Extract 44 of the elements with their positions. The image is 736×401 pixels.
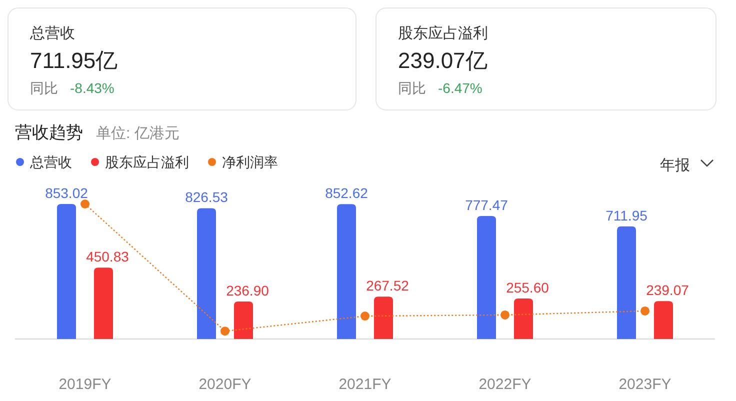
data-label: 450.83 <box>86 248 130 265</box>
point <box>360 312 370 321</box>
data-label: 236.90 <box>226 282 270 299</box>
data-label: 711.95 <box>606 207 648 224</box>
bar <box>374 296 393 339</box>
legend-label: 股东应占溢利 <box>105 154 189 170</box>
data-label: 777.47 <box>465 196 508 213</box>
bar <box>94 268 113 339</box>
x-tick-label: 2020FY <box>198 376 252 393</box>
x-tick-label: 2021FY <box>338 376 392 393</box>
text: -6.47% <box>438 80 482 96</box>
text: 总营收 <box>29 25 75 42</box>
data-label: 826.53 <box>185 189 228 206</box>
x-tick-label: 2023FY <box>618 376 672 393</box>
data-label: 853.02 <box>45 185 88 201</box>
text: 同比 <box>398 80 426 96</box>
bar <box>337 204 356 339</box>
data-label: 852.62 <box>325 185 368 202</box>
bar <box>477 216 496 339</box>
data-label: 239.07 <box>646 282 690 298</box>
data-label: 255.60 <box>506 280 550 296</box>
x-tick-label: 2022FY <box>478 376 532 393</box>
bar <box>617 226 636 339</box>
bar <box>654 301 673 339</box>
text: -8.43% <box>70 80 114 96</box>
point <box>640 306 650 316</box>
text: 711.95亿 <box>30 48 118 73</box>
text: 股东应占溢利 <box>398 25 488 42</box>
point <box>80 200 90 209</box>
bar <box>234 302 253 339</box>
chart-subtitle: 单位: 亿港元 <box>96 125 180 142</box>
text: 年报 <box>660 157 690 174</box>
bar <box>514 298 533 339</box>
legend-label: 净利润率 <box>222 154 278 170</box>
data-label: 267.52 <box>366 278 410 294</box>
point <box>220 326 230 336</box>
x-tick-label: 2019FY <box>58 376 112 393</box>
legend-label: 总营收 <box>29 154 72 170</box>
text: 239.07亿 <box>398 48 488 73</box>
bar <box>57 204 76 339</box>
text: 同比 <box>30 80 58 96</box>
point <box>500 310 510 320</box>
bar <box>197 208 216 339</box>
chart-title: 营收趋势 <box>15 123 83 142</box>
